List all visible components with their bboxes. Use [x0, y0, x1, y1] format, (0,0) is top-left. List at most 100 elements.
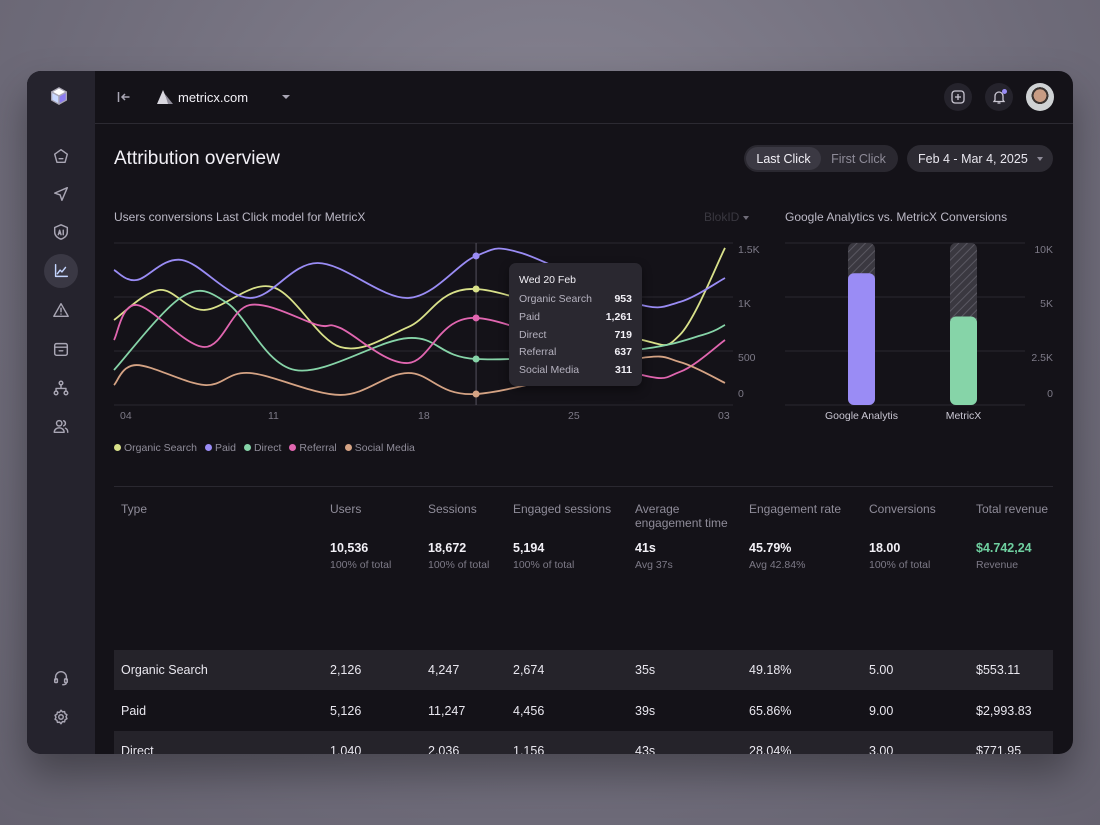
legend-item[interactable]: Direct: [243, 442, 282, 454]
legend-dot: [289, 444, 297, 451]
site-selector[interactable]: metricx.com: [178, 90, 249, 105]
table-cell: 4,247: [428, 663, 460, 677]
total-caption: 100% of total: [428, 559, 490, 571]
gear-icon[interactable]: [44, 700, 78, 734]
hierarchy-icon[interactable]: [44, 371, 78, 405]
x-tick-label: 11: [268, 410, 279, 422]
legend-label: Referral: [299, 442, 337, 454]
chart-icon[interactable]: [44, 254, 78, 288]
column-header: Sessions: [428, 502, 477, 516]
table-cell: 3.00: [869, 744, 894, 754]
total-value: 41s: [635, 541, 656, 555]
x-tick-label: 18: [418, 410, 430, 422]
date-range-value: Feb 4 - Mar 4, 2025: [918, 151, 1028, 166]
legend-item[interactable]: Social Media: [344, 442, 415, 454]
x-tick-label: 03: [718, 410, 730, 422]
tooltip-row: Direct 719: [519, 329, 632, 341]
total-value: 5,194: [513, 541, 545, 555]
x-tick-label: 04: [120, 410, 132, 422]
table-cell: Paid: [121, 703, 147, 718]
legend-item[interactable]: Organic Search: [114, 442, 197, 454]
table-cell: 5.00: [869, 663, 894, 677]
avatar[interactable]: [1026, 83, 1054, 111]
data-point-marker: [472, 285, 480, 293]
total-caption: 100% of total: [513, 559, 575, 571]
filter-dropdown[interactable]: BlokID: [704, 210, 749, 224]
legend-label: Organic Search: [124, 442, 197, 454]
series-line-direct: [113, 289, 726, 372]
bar-metricx: [950, 316, 977, 405]
table-cell: 5,126: [330, 703, 362, 718]
table-cell: $771.95: [976, 744, 1022, 754]
tooltip-row: Referral 637: [519, 346, 632, 358]
table-cell: 2,126: [330, 663, 362, 677]
total-value: 18.00: [869, 541, 901, 555]
chevron-down-icon: [1037, 157, 1043, 161]
chart-tooltip: Wed 20 Feb Organic Search 953 Paid 1,261 D…: [509, 263, 642, 386]
users-icon[interactable]: [44, 409, 78, 443]
headset-icon[interactable]: [44, 661, 78, 695]
tooltip-row: Organic Search 953: [519, 293, 632, 305]
tooltip-row: Social Media 311: [519, 364, 632, 376]
table-cell: 28.04%: [749, 744, 792, 754]
bar-chart-title: Google Analytics vs. MetricX Conversions: [785, 210, 1008, 224]
date-range-picker[interactable]: Feb 4 - Mar 4, 2025: [907, 145, 1053, 172]
plus-square-icon: [951, 90, 965, 104]
table-cell: 35s: [635, 663, 656, 677]
legend-label: Direct: [253, 442, 282, 454]
column-header: Users: [330, 502, 362, 516]
table-cell: $553.11: [976, 663, 1021, 677]
y-tick-label: 2.5K: [1031, 352, 1053, 364]
chevron-down-icon[interactable]: [282, 95, 290, 99]
legend-dot: [114, 444, 121, 451]
y-tick-label: 10K: [1034, 244, 1053, 256]
legend-item[interactable]: Paid: [204, 442, 236, 454]
logo: [50, 87, 68, 110]
data-point-marker: [472, 252, 480, 260]
table-cell: Organic Search: [121, 663, 208, 677]
table-cell: 49.18%: [749, 663, 792, 677]
attribution-model-toggle: Last Click First Click: [744, 145, 898, 172]
y-tick-label: 0: [738, 388, 744, 400]
archive-icon[interactable]: [44, 332, 78, 366]
table-cell: 1,156: [513, 744, 545, 754]
column-header: Type: [121, 502, 148, 516]
legend-dot: [243, 444, 251, 451]
collapse-sidebar-icon[interactable]: [117, 90, 131, 109]
column-header: Engagement rate: [749, 502, 842, 516]
alert-icon[interactable]: [44, 293, 78, 327]
y-tick-label: 5K: [1040, 298, 1053, 310]
top-bar: metricx.com: [95, 71, 1073, 124]
table-cell: 1,040: [330, 744, 362, 754]
table-row[interactable]: Paid 5,126 11,247 4,456 39s 65.86% 9.00 $2,993.…: [114, 691, 1053, 731]
tab-last-click[interactable]: Last Click: [746, 147, 821, 170]
send-icon[interactable]: [44, 177, 78, 211]
sidebar: [27, 71, 95, 754]
column-header: Total revenue: [976, 502, 1049, 516]
total-caption: Avg 37s: [635, 559, 673, 571]
tab-first-click[interactable]: First Click: [831, 151, 886, 166]
filter-value: BlokID: [704, 210, 740, 224]
x-tick-label: 25: [568, 410, 580, 422]
y-tick-label: 1.5K: [738, 244, 760, 256]
x-tick-label: MetricX: [946, 410, 982, 422]
table-cell: 2,036: [428, 744, 460, 754]
table-cell: $2,993.83: [976, 703, 1032, 718]
legend-label: Social Media: [354, 442, 415, 454]
add-button[interactable]: [944, 83, 972, 111]
total-value: 45.79%: [749, 541, 792, 555]
ai-shield-icon[interactable]: [44, 215, 78, 249]
notifications-button[interactable]: [985, 83, 1013, 111]
legend-dot: [344, 444, 352, 451]
chevron-down-icon: [742, 215, 749, 220]
divider: [114, 486, 1053, 487]
legend-item[interactable]: Referral: [289, 442, 337, 454]
data-point-marker: [472, 390, 480, 398]
table-row[interactable]: Organic Search 2,126 4,247 2,674 35s 49.18% 5.…: [114, 650, 1053, 690]
x-tick-label: Google Analytis: [825, 410, 898, 422]
home-icon[interactable]: [44, 139, 78, 173]
bell-icon: [992, 91, 1006, 104]
total-caption: Revenue: [976, 559, 1019, 571]
table-cell: 4,456: [513, 703, 545, 718]
table-row[interactable]: Direct 1,040 2,036 1,156 43s 28.04% 3.00 $771.9…: [114, 731, 1053, 754]
